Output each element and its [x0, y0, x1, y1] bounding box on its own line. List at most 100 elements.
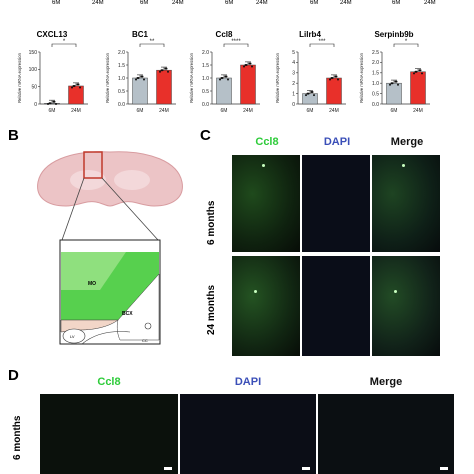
x-tick-label: 6M [221, 108, 228, 114]
panel-d-letter: D [8, 367, 19, 384]
data-point [419, 69, 422, 72]
data-point [143, 78, 145, 81]
panel-c-header-ccl8: Ccl8 [255, 136, 279, 148]
data-point [305, 94, 307, 97]
y-tick-label: 0.5 [118, 89, 125, 95]
panel-c-row-label-24m: 24 months [206, 284, 217, 335]
x-tick-label: 24M [159, 108, 169, 114]
y-tick-label: 2 [292, 81, 295, 87]
y-tick-label: 0 [292, 102, 295, 108]
y-tick-label: 50 [31, 84, 37, 90]
bright-spot [402, 164, 405, 167]
data-point [397, 83, 399, 86]
chart-title: Lilrb4 [299, 30, 321, 39]
top-tick: 6M [310, 0, 319, 6]
brain-illustration [37, 151, 183, 345]
chart-svg: 0 50 100 150 Relative mRNA expression 6M 24M * [17, 39, 88, 114]
micrograph-d-dapi-6m [180, 394, 316, 474]
significance-bracket [139, 43, 165, 47]
data-point [167, 70, 169, 73]
y-tick-label: 1.0 [118, 76, 125, 82]
bar-chart-cxcl13: CXCL13 0 50 100 150 Relative mRNA expression 6… [8, 0, 96, 118]
y-tick-label: 0.0 [202, 102, 209, 108]
bar-6m [44, 103, 60, 105]
data-point [389, 83, 391, 86]
data-point [135, 78, 137, 81]
y-tick-label: 100 [29, 67, 38, 73]
y-tick-label: 2.0 [202, 50, 209, 56]
y-axis-label: Relative mRNA expression [275, 52, 280, 102]
bar-6m [386, 82, 402, 105]
bar-6m [302, 93, 318, 105]
data-point [79, 86, 81, 89]
scale-bar [440, 467, 448, 470]
y-tick-label: 1.0 [202, 76, 209, 82]
x-tick-label: 6M [391, 108, 398, 114]
y-tick-label: 3 [292, 71, 295, 77]
micrograph-c-ccl8-24m [232, 256, 300, 356]
chart-svg: 0.0 0.5 1.0 1.5 2.0 Relative mRNA expression 6… [189, 39, 260, 114]
y-tick-label: 1.5 [202, 63, 209, 69]
y-tick-label: 1.5 [118, 63, 125, 69]
top-tick: 6M [140, 0, 149, 6]
chart-svg: 0.0 0.5 1.0 1.5 2.0 2.5 Relative mRNA expressi… [359, 39, 430, 114]
bright-spot [262, 164, 265, 167]
y-axis-label: Relative mRNA expression [359, 52, 364, 102]
top-tick: 24M [340, 0, 352, 6]
bar-24m [68, 85, 84, 105]
micrograph-c-ccl8-6m [232, 155, 300, 252]
chart-svg: 0.0 0.5 1.0 1.5 2.0 Relative mRNA expression 6… [105, 39, 176, 114]
y-tick-label: 0.5 [202, 89, 209, 95]
significance-bracket [51, 43, 77, 47]
data-point [335, 75, 338, 78]
bar-chart-bc1: BC1 0.0 0.5 1.0 1.5 2.0 Relative mRNA expressi… [96, 0, 184, 118]
panel-c-row-label-6m: 6 months [206, 200, 217, 245]
y-axis-label: Relative mRNA expression [105, 52, 110, 102]
chart-title: Ccl8 [215, 30, 233, 39]
significance-label: * [63, 39, 66, 45]
region-label-lv: LV [70, 334, 75, 339]
significance-label: *** [318, 39, 326, 45]
y-tick-label: 5 [292, 50, 295, 56]
data-point [48, 102, 51, 105]
micrograph-c-dapi-6m [302, 155, 370, 252]
top-tick: 6M [52, 0, 61, 6]
data-point [227, 78, 229, 81]
significance-bracket [309, 43, 335, 47]
data-point [165, 67, 168, 70]
data-point [160, 69, 163, 72]
panel-d-header-merge: Merge [369, 376, 403, 388]
data-point [141, 75, 144, 78]
x-tick-label: 6M [137, 108, 144, 114]
bright-spot [254, 290, 257, 293]
bar-chart-serpinb9b: Serpinb9b 0.0 0.5 1.0 1.5 2.0 2.5 Relative mRNA… [350, 0, 438, 118]
scale-bar [302, 467, 310, 470]
panel-c-header-merge: Merge [390, 136, 424, 148]
top-tick: 24M [172, 0, 184, 6]
top-tick: 24M [92, 0, 104, 6]
y-axis-label: Relative mRNA expression [189, 52, 194, 102]
data-point [421, 72, 423, 75]
data-point [159, 70, 161, 73]
chart-svg: 0 1 2 3 4 5 Relative mRNA expression 6M 24M *** [275, 39, 346, 114]
panel-d-row-label-6m: 6 months [12, 415, 23, 460]
significance-label: * [405, 39, 408, 45]
y-tick-label: 1.0 [372, 81, 379, 87]
micrograph-c-merge-24m [372, 256, 440, 356]
data-point [337, 78, 339, 81]
micrograph-c-merge-6m [372, 155, 440, 252]
data-point [413, 72, 415, 75]
micrograph-c-dapi-24m [302, 256, 370, 356]
y-tick-label: 2.0 [372, 60, 379, 66]
significance-label: **** [231, 39, 241, 45]
data-point [243, 65, 245, 68]
panel-d-header-dapi: DAPI [234, 376, 262, 388]
chart-title: Serpinb9b [374, 30, 414, 39]
x-tick-label: 6M [307, 108, 314, 114]
panel-c-letter: C [200, 127, 211, 144]
data-point [249, 62, 252, 65]
top-tick: 6M [392, 0, 401, 6]
data-point [329, 78, 331, 81]
y-tick-label: 1.5 [372, 71, 379, 77]
data-point [72, 84, 75, 87]
